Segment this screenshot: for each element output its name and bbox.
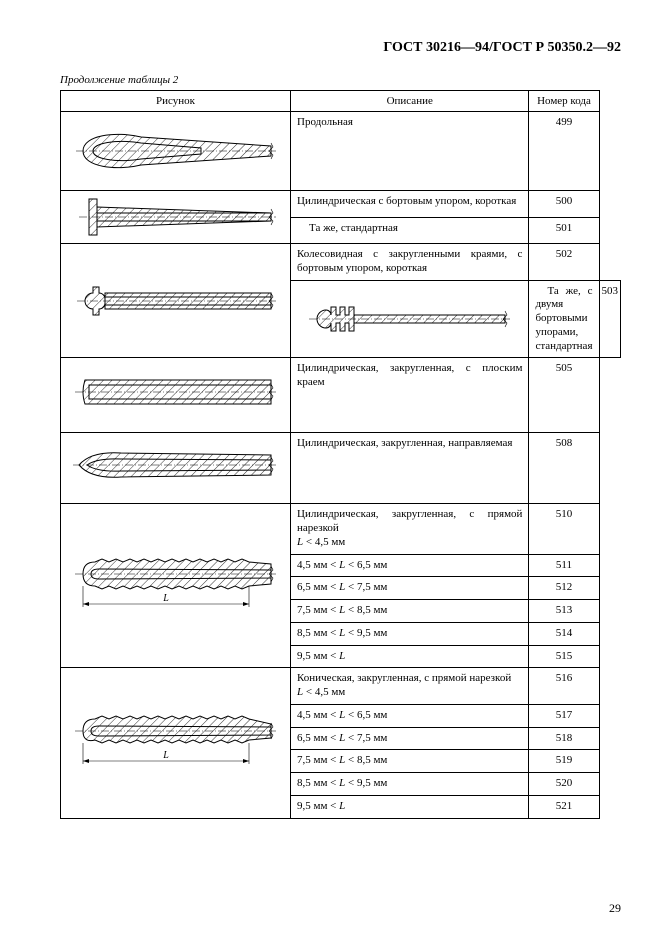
description-cell: Та же, с двумя бортовыми упорами, станда… (529, 280, 599, 358)
tech-drawing (71, 279, 281, 323)
table-row: Цилиндрическая, закругленная, с плоским … (61, 358, 621, 433)
description-cell: 8,5 мм < L < 9,5 мм (291, 622, 529, 645)
description-cell: Цилиндрическая, закругленная, направляем… (291, 433, 529, 504)
col-header-code: Номер кода (529, 91, 599, 112)
table-continuation-caption: Продолжение таблицы 2 (60, 74, 621, 86)
tech-drawing (305, 297, 515, 341)
table-row: Цилиндрическая, закругленная, направляем… (61, 433, 621, 504)
standard-header: ГОСТ 30216—94/ГОСТ Р 50350.2—92 (60, 40, 621, 56)
code-cell: 502 (529, 244, 599, 281)
description-cell: Колесовидная с закругленными краями, с б… (291, 244, 529, 281)
description-cell: 6,5 мм < L < 7,5 мм (291, 577, 529, 600)
code-cell: 516 (529, 668, 599, 705)
code-cell: 511 (529, 554, 599, 577)
code-cell: 501 (529, 217, 599, 244)
description-cell: Продольная (291, 112, 529, 191)
table-header-row: Рисунок Описание Номер кода (61, 91, 621, 112)
figure-cell (61, 191, 291, 244)
page-number: 29 (609, 901, 621, 916)
code-cell: 517 (529, 704, 599, 727)
description-cell: Цилиндрическая, закругленная, с прямой н… (291, 504, 529, 554)
table-row: Продольная499 (61, 112, 621, 191)
description-cell: 7,5 мм < L < 8,5 мм (291, 600, 529, 623)
figure-cell (61, 433, 291, 504)
description-cell: 4,5 мм < L < 6,5 мм (291, 704, 529, 727)
code-cell: 512 (529, 577, 599, 600)
code-cell: 514 (529, 622, 599, 645)
table-row: Колесовидная с закругленными краями, с б… (61, 244, 621, 281)
code-cell: 520 (529, 773, 599, 796)
code-cell: 521 (529, 795, 599, 818)
code-cell: 513 (529, 600, 599, 623)
description-cell: 9,5 мм < L (291, 645, 529, 668)
code-cell: 515 (529, 645, 599, 668)
code-cell: 499 (529, 112, 599, 191)
col-header-description: Описание (291, 91, 529, 112)
figure-cell: L (61, 668, 291, 818)
code-cell: 500 (529, 191, 599, 218)
code-cell: 503 (599, 280, 621, 358)
tech-drawing (71, 370, 281, 420)
description-cell: Цилиндрическая с бортовым упором, коротк… (291, 191, 529, 218)
tech-drawing (71, 443, 281, 493)
table-row: LЦилиндрическая, закругленная, с прямой … (61, 504, 621, 554)
table-row: LКоническая, закругленная, с прямой наре… (61, 668, 621, 705)
description-cell: 7,5 мм < L < 8,5 мм (291, 750, 529, 773)
code-cell: 508 (529, 433, 599, 504)
spec-table: Рисунок Описание Номер кода Продольная49… (60, 90, 621, 819)
code-cell: 519 (529, 750, 599, 773)
tech-drawing: L (71, 703, 281, 783)
description-cell: 6,5 мм < L < 7,5 мм (291, 727, 529, 750)
code-cell: 505 (529, 358, 599, 433)
table-row: Цилиндрическая с бортовым упором, коротк… (61, 191, 621, 218)
figure-cell (61, 112, 291, 191)
description-cell: 4,5 мм < L < 6,5 мм (291, 554, 529, 577)
description-cell: Коническая, закругленная, с прямой нарез… (291, 668, 529, 705)
description-cell: 9,5 мм < L (291, 795, 529, 818)
figure-cell (61, 244, 291, 358)
figure-cell (61, 358, 291, 433)
figure-cell: L (61, 504, 291, 668)
tech-drawing (71, 195, 281, 239)
figure-cell (291, 280, 529, 358)
svg-text:L: L (162, 593, 169, 604)
description-cell: Цилиндрическая, закругленная, с плоским … (291, 358, 529, 433)
svg-text:L: L (162, 750, 169, 761)
code-cell: 518 (529, 727, 599, 750)
description-cell: Та же, стандартная (291, 217, 529, 244)
description-cell: 8,5 мм < L < 9,5 мм (291, 773, 529, 796)
tech-drawing: L (71, 546, 281, 626)
code-cell: 510 (529, 504, 599, 554)
tech-drawing (71, 123, 281, 179)
col-header-picture: Рисунок (61, 91, 291, 112)
page: ГОСТ 30216—94/ГОСТ Р 50350.2—92 Продолже… (0, 0, 661, 936)
